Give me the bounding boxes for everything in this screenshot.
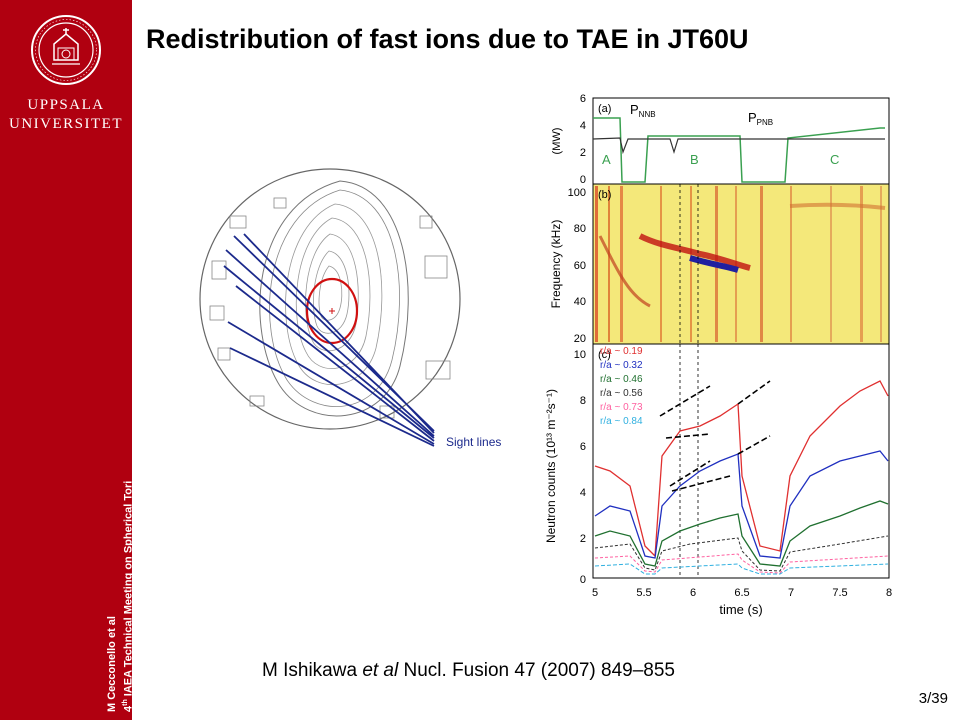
author-line: M Cecconello et al: [106, 616, 118, 712]
x-tick: 8: [886, 587, 892, 599]
figure-caption: M Ishikawa et al Nucl. Fusion 47 (2007) …: [262, 660, 675, 682]
university-sidebar: UPPSALA UNIVERSITET M Cecconello et al 4…: [0, 0, 151, 720]
ppnb-label: PPNB: [748, 110, 773, 127]
ordinal-suffix: th: [138, 693, 146, 700]
pnnb-label: PNNB: [630, 102, 656, 119]
phase-label: A: [602, 152, 611, 167]
tokamak-cross-section: Sight lines: [199, 168, 501, 449]
panel-b-ytick: 20: [574, 333, 586, 345]
panel-a-ytick: 2: [580, 147, 586, 159]
legend-entry: r/a ~ 0.56: [600, 388, 643, 399]
panel-b-ytick: 40: [574, 296, 586, 308]
panel-b-tag: (b): [598, 189, 611, 201]
x-tick: 6: [690, 587, 696, 599]
x-axis-label: time (s): [719, 602, 762, 617]
university-name-line: UPPSALA: [27, 97, 105, 113]
meeting-line-2: 14th International Workshop on ST – Rome…: [136, 349, 153, 712]
page-number: 3/39: [918, 690, 948, 707]
time-trace-plot: (a) (MW) 6 4 2 0 PNNB PPNB A B C: [544, 93, 892, 617]
ordinal-suffix: th: [122, 699, 129, 706]
x-tick: 6.5: [734, 587, 749, 599]
panel-a-ytick: 4: [580, 120, 586, 132]
meeting-line-1: 4th IAEA Technical Meeting on Spherical …: [119, 349, 136, 712]
legend-entry: r/a ~ 0.84: [600, 416, 643, 427]
panel-c-ytick: 2: [580, 533, 586, 545]
ppnb-label-sub: PNB: [757, 118, 773, 127]
university-name: UPPSALA UNIVERSITET: [0, 96, 132, 134]
x-tick: 5: [592, 587, 598, 599]
panel-a-tag: (a): [598, 103, 611, 115]
university-name-line: UNIVERSITET: [9, 116, 123, 132]
legend-entry: r/a ~ 0.19: [600, 346, 643, 357]
x-tick: 5.5: [636, 587, 651, 599]
caption-etal: et al: [362, 660, 399, 681]
workshop-name: International Workshop on ST – Rome, Ita…: [139, 348, 152, 691]
slide-title: Redistribution of fast ions due to TAE i…: [146, 24, 749, 54]
phase-label: C: [830, 152, 839, 167]
pnnb-label-sub: NNB: [639, 110, 656, 119]
legend-entry: r/a ~ 0.73: [600, 402, 643, 413]
pnnb-label-main: P: [630, 102, 639, 117]
panel-c-legend: r/a ~ 0.19 r/a ~ 0.32 r/a ~ 0.46 r/a ~ 0…: [600, 346, 643, 427]
meeting-name: IAEA Technical Meeting on Spherical Tori: [122, 480, 135, 697]
panel-c-ytick: 4: [580, 487, 586, 499]
panel-c-ytick: 6: [580, 441, 586, 453]
legend-entry: r/a ~ 0.32: [600, 360, 643, 371]
panel-c-ytick: 8: [580, 395, 586, 407]
panel-a-ytick: 0: [580, 174, 586, 186]
ordinal-number: 14: [139, 699, 152, 712]
panel-c-tag: (c): [598, 349, 611, 361]
panel-b-ytick: 100: [568, 187, 586, 199]
panel-c-ytick: 10: [574, 349, 586, 361]
legend-entry: r/a ~ 0.46: [600, 374, 643, 385]
conference-credit: M Cecconello et al 4th IAEA Technical Me…: [106, 349, 152, 712]
x-tick: 7.5: [832, 587, 847, 599]
caption-author: M Ishikawa: [262, 660, 363, 681]
panel-a-ytick: 6: [580, 93, 586, 105]
phase-label: B: [690, 152, 699, 167]
panel-b-ytick: 80: [574, 223, 586, 235]
ppnb-label-main: P: [748, 110, 757, 125]
panel-b-ylabel: Frequency (kHz): [549, 220, 563, 309]
caption-reference: Nucl. Fusion 47 (2007) 849–855: [398, 660, 675, 681]
sight-lines-label: Sight lines: [446, 435, 501, 449]
panel-c-ytick: 0: [580, 574, 586, 586]
university-seal-logo: [31, 15, 101, 85]
ordinal-number: 4: [122, 705, 135, 712]
x-tick: 7: [788, 587, 794, 599]
figure: Sight lines (a) (MW) 6 4 2 0 PNNB PPNB A…: [199, 93, 892, 617]
panel-c-ylabel: Neutron counts (10¹³ m⁻²s⁻¹): [544, 389, 558, 543]
panel-a-ylabel: (MW): [551, 128, 563, 155]
panel-b-ytick: 60: [574, 260, 586, 272]
